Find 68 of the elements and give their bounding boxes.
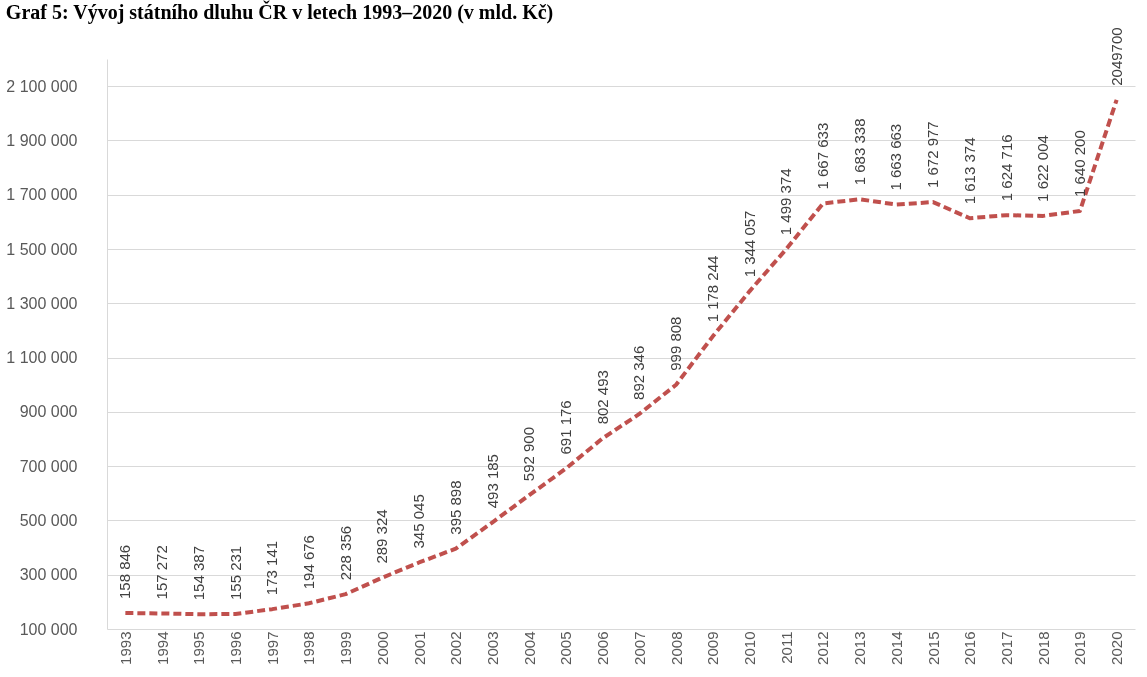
x-tick-label: 2005 bbox=[557, 631, 575, 665]
data-label: 802 493 bbox=[593, 370, 611, 425]
data-label: 395 898 bbox=[446, 480, 464, 535]
data-label: 155 231 bbox=[226, 545, 244, 601]
x-tick-label: 1995 bbox=[190, 631, 208, 665]
x-tick-label: 2020 bbox=[1108, 631, 1126, 665]
x-tick-label: 2017 bbox=[998, 631, 1015, 665]
y-tick-label: 1 900 000 bbox=[6, 131, 78, 149]
data-label: 999 808 bbox=[667, 316, 685, 371]
y-tick-label: 1 100 000 bbox=[6, 349, 78, 367]
x-tick-label: 1994 bbox=[153, 631, 171, 665]
x-tick-label: 2003 bbox=[484, 631, 501, 665]
x-tick-label: 1996 bbox=[227, 631, 244, 665]
x-tick-label: 2002 bbox=[447, 631, 465, 665]
x-tick-label: 2018 bbox=[1034, 631, 1052, 665]
x-tick-label: 1997 bbox=[263, 631, 281, 665]
x-tick-label: 2004 bbox=[520, 631, 538, 665]
data-label: 1 640 200 bbox=[1070, 130, 1088, 197]
data-label: 1 178 244 bbox=[703, 255, 721, 323]
x-tick-label: 2008 bbox=[667, 631, 685, 665]
data-label: 173 141 bbox=[263, 540, 281, 596]
x-tick-label: 2000 bbox=[373, 631, 391, 665]
x-tick-label: 1993 bbox=[116, 631, 134, 665]
x-tick-label: 2012 bbox=[814, 631, 832, 665]
x-tick-label: 1998 bbox=[300, 631, 318, 665]
x-tick-label: 1999 bbox=[337, 631, 355, 665]
data-label: 157 272 bbox=[153, 545, 171, 600]
data-label: 1 683 338 bbox=[850, 118, 868, 186]
y-tick-label: 700 000 bbox=[19, 457, 78, 475]
data-label: 1 622 004 bbox=[1034, 135, 1052, 202]
x-tick-label: 2006 bbox=[594, 631, 612, 665]
data-label: 691 176 bbox=[556, 400, 574, 455]
data-label: 1 667 633 bbox=[813, 122, 831, 190]
x-tick-label: 2011 bbox=[777, 631, 795, 664]
data-label: 892 346 bbox=[630, 345, 648, 400]
data-label: 154 387 bbox=[189, 546, 207, 601]
x-tick-label: 2013 bbox=[851, 631, 869, 665]
data-label: 1 344 057 bbox=[740, 210, 758, 278]
y-tick-label: 500 000 bbox=[19, 511, 78, 529]
x-tick-label: 2015 bbox=[924, 631, 942, 665]
data-label: 1 613 374 bbox=[960, 137, 978, 205]
x-tick-label: 2019 bbox=[1071, 631, 1089, 665]
y-tick-label: 2 100 000 bbox=[6, 77, 78, 95]
data-label: 1 624 716 bbox=[997, 134, 1015, 202]
data-label: 289 324 bbox=[373, 509, 391, 564]
x-tick-label: 2016 bbox=[961, 631, 979, 665]
y-tick-label: 1 300 000 bbox=[6, 294, 78, 312]
data-label: 228 356 bbox=[336, 525, 354, 581]
chart-title: Graf 5: Vývoj státního dluhu ČR v letech 1993–2020 (v mld. Kč) bbox=[5, 0, 554, 25]
y-tick-label: 1 500 000 bbox=[6, 240, 78, 258]
y-tick-label: 1 700 000 bbox=[6, 186, 78, 204]
data-label: 592 900 bbox=[520, 426, 538, 482]
data-label: 1 499 374 bbox=[777, 168, 795, 236]
data-label: 2049700 bbox=[1107, 27, 1125, 86]
data-label: 1 672 977 bbox=[924, 121, 942, 189]
data-label: 345 045 bbox=[410, 494, 428, 549]
x-tick-label: 2014 bbox=[887, 631, 905, 665]
x-tick-label: 2010 bbox=[741, 631, 758, 665]
data-label: 1 663 663 bbox=[887, 123, 905, 191]
y-tick-label: 900 000 bbox=[19, 403, 78, 421]
x-tick-label: 2007 bbox=[630, 631, 648, 665]
y-tick-label: 300 000 bbox=[19, 566, 78, 584]
data-label: 158 846 bbox=[116, 544, 134, 600]
data-label: 493 185 bbox=[483, 454, 501, 509]
x-tick-label: 2009 bbox=[704, 631, 722, 665]
data-label: 194 676 bbox=[299, 535, 317, 590]
y-tick-label: 100 000 bbox=[19, 620, 78, 638]
x-tick-label: 2001 bbox=[410, 631, 428, 665]
